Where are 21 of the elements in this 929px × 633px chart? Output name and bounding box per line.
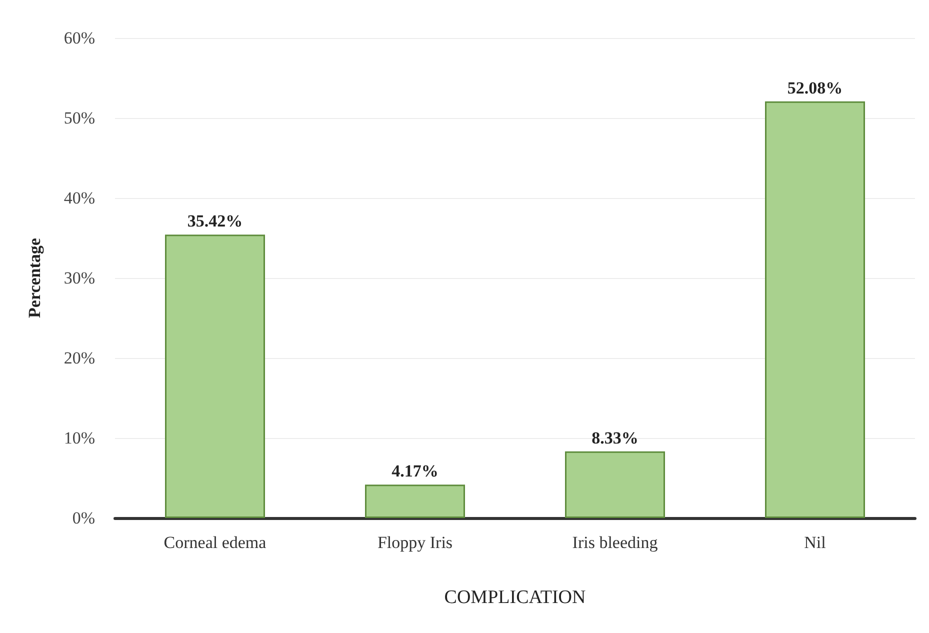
- x-tick-label: Floppy Iris: [377, 533, 453, 552]
- y-axis-title: Percentage: [25, 238, 44, 318]
- y-tick-label: 40%: [64, 188, 95, 208]
- y-tick-label: 0%: [72, 508, 95, 528]
- y-tick-label: 50%: [64, 108, 95, 128]
- data-label: 8.33%: [592, 428, 638, 448]
- bar: [565, 451, 665, 518]
- data-label: 35.42%: [187, 212, 243, 231]
- y-tick-label: 20%: [64, 348, 95, 368]
- x-tick-label: Nil: [804, 533, 826, 552]
- data-label: 4.17%: [392, 462, 438, 481]
- y-tick-label: 60%: [64, 28, 95, 48]
- bar: [365, 484, 465, 518]
- x-tick-label: Iris bleeding: [572, 533, 658, 552]
- y-tick-label: 10%: [64, 428, 95, 448]
- bar: [165, 234, 265, 518]
- bar: [765, 101, 865, 518]
- x-axis-title: COMPLICATION: [444, 587, 586, 608]
- y-tick-label: 30%: [64, 268, 95, 288]
- x-tick-label: Corneal edema: [164, 533, 267, 552]
- data-label: 52.08%: [787, 78, 843, 98]
